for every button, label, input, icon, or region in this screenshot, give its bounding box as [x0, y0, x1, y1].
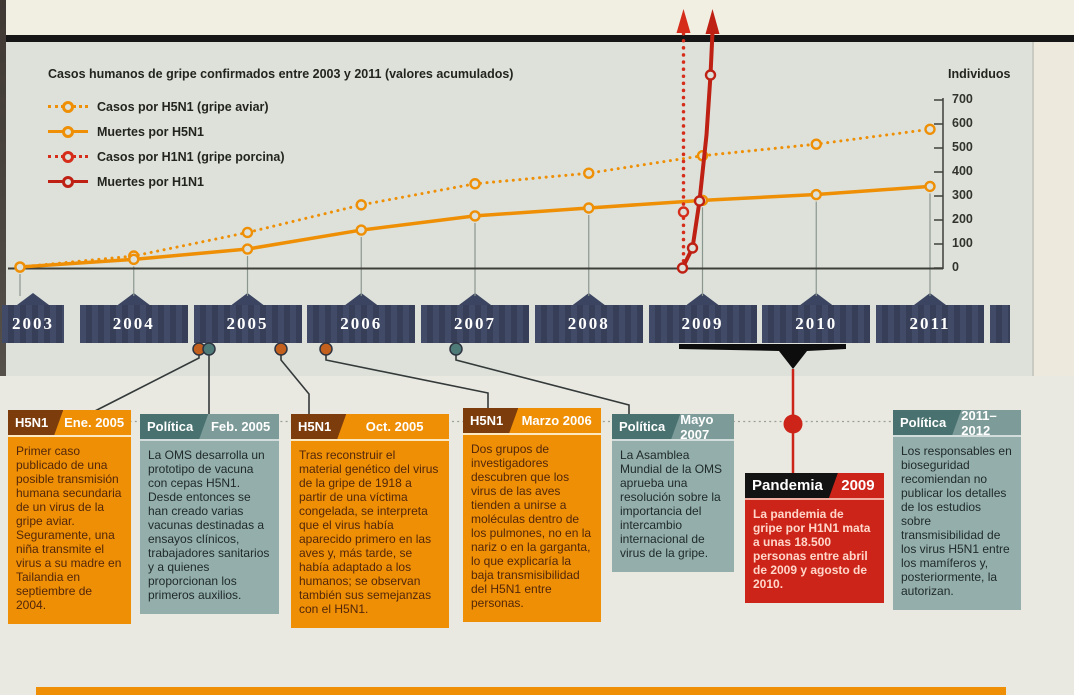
event-date: Feb. 2005: [210, 419, 271, 434]
event-card-header: H5N1 Marzo 2006: [463, 408, 601, 435]
y-tick-label: 600: [952, 116, 973, 130]
legend-label: Casos por H1N1 (gripe porcina): [97, 149, 285, 164]
page-bottom-rule: [36, 687, 1006, 695]
legend-item-h1n1-cases: Casos por H1N1 (gripe porcina): [48, 144, 285, 169]
event-category-label: Pandemia: [745, 473, 838, 498]
y-tick-label: 400: [952, 164, 973, 178]
event-card-header: Política Feb. 2005: [140, 414, 279, 441]
dotted-orange-line-icon: [48, 100, 88, 113]
y-tick-label: 0: [952, 260, 959, 274]
event-card-header: Pandemia 2009: [745, 473, 884, 500]
event-card-h5n1-marzo-2006: H5N1 Marzo 2006 Dos grupos de investigad…: [463, 408, 601, 623]
event-date: 2009: [841, 477, 875, 494]
event-category-label: H5N1: [463, 408, 518, 433]
event-description: Los responsables en bioseguridad recomie…: [901, 444, 1012, 599]
event-card-politica-mayo-2007: Política Mayo 2007 La Asamblea Mundial d…: [612, 411, 734, 573]
event-category-label: H5N1: [8, 410, 63, 435]
legend-label: Casos por H5N1 (gripe aviar): [97, 99, 269, 114]
event-category-label: Política: [140, 414, 208, 439]
chart-legend: Casos por H5N1 (gripe aviar) Muertes por…: [48, 94, 285, 194]
y-tick-label: 500: [952, 140, 973, 154]
event-card-header: H5N1 Ene. 2005: [8, 410, 131, 437]
legend-item-h5n1-cases: Casos por H5N1 (gripe aviar): [48, 94, 285, 119]
event-description: La Asamblea Mundial de la OMS aprueba un…: [620, 448, 723, 561]
legend-item-h1n1-deaths: Muertes por H1N1: [48, 169, 285, 194]
event-description: La pandemia de gripe por H1N1 mata a una…: [753, 507, 871, 592]
event-card-politica-2011-2012: Política 2011–2012 Los responsables en b…: [893, 407, 1021, 611]
y-tick-label: 700: [952, 92, 973, 106]
event-category-label: H5N1: [291, 414, 346, 439]
solid-red-line-icon: [48, 175, 88, 188]
event-date: Marzo 2006: [521, 413, 592, 428]
y-tick-label: 100: [952, 236, 973, 250]
legend-label: Muertes por H5N1: [97, 124, 204, 139]
legend-item-h5n1-deaths: Muertes por H5N1: [48, 119, 285, 144]
event-card-header: Política 2011–2012: [893, 407, 1021, 438]
page-top-margin: [0, 0, 1074, 35]
y-tick-label: 300: [952, 188, 973, 202]
y-tick-label: 200: [952, 212, 973, 226]
page-left-edge: [0, 0, 6, 376]
event-card-h5n1-ene-2005: H5N1 Ene. 2005 Primer caso publicado de …: [8, 410, 131, 625]
event-date: Oct. 2005: [365, 419, 424, 434]
event-description: Dos grupos de investigadores descubren q…: [471, 442, 592, 611]
event-category-label: Política: [893, 410, 961, 435]
event-date: Mayo 2007: [680, 411, 714, 442]
solid-orange-line-icon: [48, 125, 88, 138]
event-description: La OMS desarrolla un prototipo de vacuna…: [148, 448, 270, 603]
event-card-h5n1-oct-2005: H5N1 Oct. 2005 Tras reconstruir el mater…: [291, 414, 449, 629]
legend-label: Muertes por H1N1: [97, 174, 204, 189]
event-card-header: Política Mayo 2007: [612, 411, 734, 442]
event-description: Primer caso publicado de una posible tra…: [16, 444, 122, 613]
event-card-pandemia-2009: Pandemia 2009 La pandemia de gripe por H…: [745, 473, 884, 604]
dotted-red-line-icon: [48, 150, 88, 163]
event-category-label: Política: [612, 414, 680, 439]
event-description: Tras reconstruir el material genético de…: [299, 448, 439, 617]
event-card-header: H5N1 Oct. 2005: [291, 414, 449, 441]
y-axis-label: Individuos: [948, 67, 1011, 81]
event-date: 2011–2012: [961, 407, 997, 438]
chart-panel: [6, 42, 1034, 376]
event-date: Ene. 2005: [64, 415, 125, 430]
page-right-margin: [1034, 42, 1074, 376]
event-card-politica-feb-2005: Política Feb. 2005 La OMS desarrolla un …: [140, 414, 279, 615]
chart-title: Casos humanos de gripe confirmados entre…: [48, 67, 514, 81]
